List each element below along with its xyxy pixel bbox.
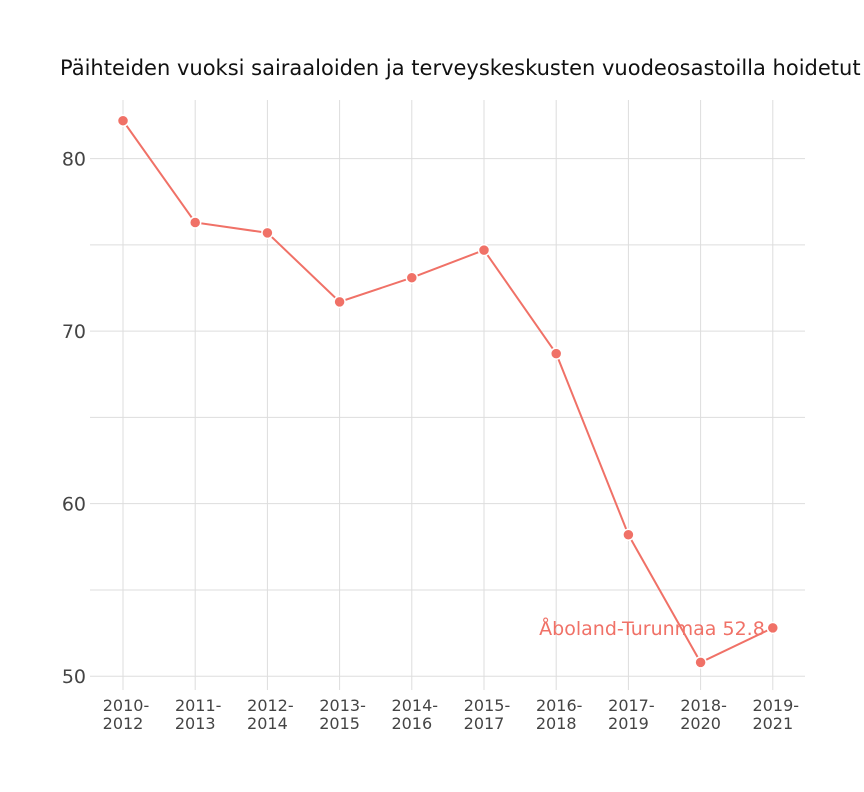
- x-tick-label: 2013-: [319, 696, 366, 715]
- x-tick-label: 2016: [391, 714, 432, 733]
- data-point: [405, 271, 419, 284]
- x-tick-label: 2018: [536, 714, 577, 733]
- x-tick-label: 2020: [680, 714, 721, 733]
- y-axis-ticks: 50 60 70 80: [62, 149, 86, 689]
- x-tick-label: 2010-: [103, 696, 150, 715]
- x-tick-label: 2012-: [247, 696, 294, 715]
- series-layer: [116, 114, 780, 669]
- data-point: [116, 114, 130, 127]
- data-point: [188, 216, 202, 229]
- x-tick-label: 2017-: [608, 696, 655, 715]
- data-point: [766, 621, 780, 635]
- y-tick-label: 60: [62, 494, 86, 516]
- x-tick-label: 2015-: [464, 696, 511, 715]
- y-tick-label: 80: [62, 149, 86, 171]
- series-end-label: Åboland-Turunmaa 52.8: [539, 617, 765, 640]
- data-point: [477, 243, 491, 257]
- x-tick-label: 2018-: [680, 696, 727, 715]
- x-tick-label: 2021: [752, 714, 793, 733]
- x-tick-label: 2019: [608, 714, 649, 733]
- x-tick-label: 2014: [247, 714, 288, 733]
- x-axis-ticks: 2010-2012 2011-2013 2012-2014 2013-2015 2014…: [103, 696, 799, 733]
- x-tick-label: 2015: [319, 714, 360, 733]
- chart-title: Päihteiden vuoksi sairaaloiden ja tervey…: [60, 56, 864, 80]
- y-tick-label: 50: [62, 666, 86, 688]
- x-tick-label: 2019-: [753, 696, 800, 715]
- data-point: [549, 347, 563, 360]
- y-tick-label: 70: [62, 321, 86, 343]
- data-point: [694, 656, 707, 669]
- grid-lines: [90, 100, 805, 690]
- series-line: [122, 120, 774, 664]
- data-point: [261, 226, 274, 240]
- x-tick-label: 2012: [103, 714, 144, 733]
- x-tick-label: 2016-: [536, 696, 583, 715]
- x-tick-label: 2011-: [175, 696, 222, 715]
- data-point: [622, 528, 635, 541]
- label-layer: Åboland-Turunmaa 52.8: [539, 617, 765, 640]
- x-tick-label: 2017: [464, 714, 505, 733]
- x-tick-label: 2013: [175, 714, 216, 733]
- data-point: [333, 295, 346, 309]
- x-tick-label: 2014-: [392, 696, 439, 715]
